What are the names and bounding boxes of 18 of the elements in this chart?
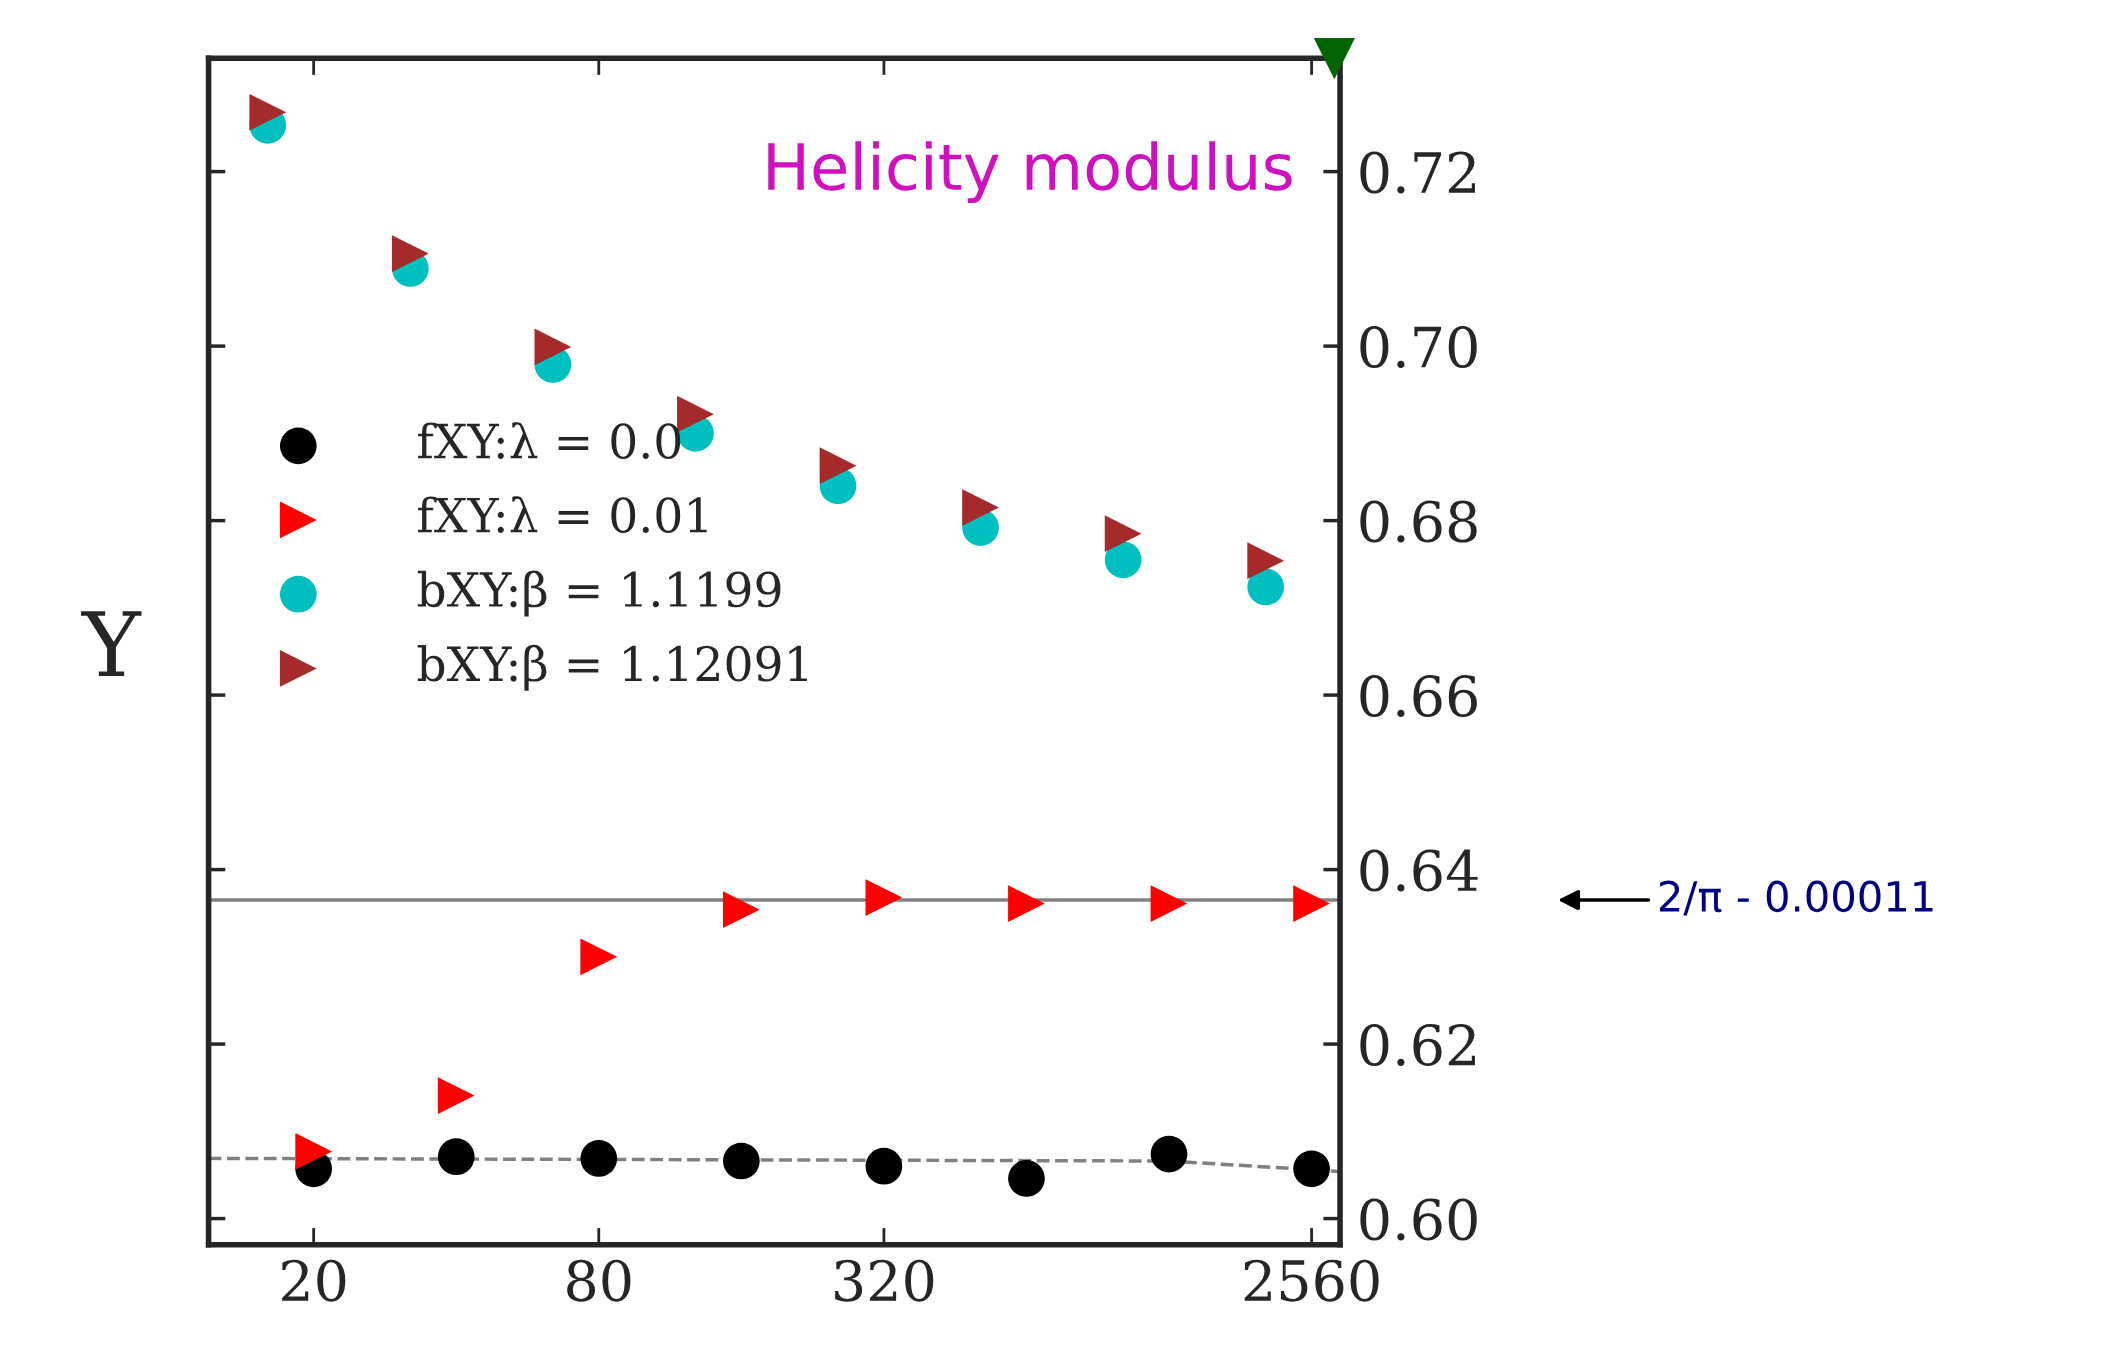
x-tick-label: 20: [282, 1259, 346, 1302]
text: Helicity modulus: [768, 141, 1292, 204]
legend-label: bXY:β = 1.1199: [417, 570, 781, 617]
x-tick-label: 2560: [1244, 1259, 1379, 1302]
y-tick-label: 0.64: [1360, 849, 1478, 892]
text: 2/π - 0.00011: [1659, 880, 1933, 916]
legend-label: fXY:λ = 0.0: [418, 422, 681, 459]
legend-label: fXY:λ = 0.01: [418, 496, 707, 533]
y-tick-label: 0.70: [1360, 325, 1477, 368]
y-axis-title: Υ: [81, 611, 142, 676]
y-tick-label: 0.72: [1360, 151, 1475, 194]
y-tick-label: 0.62: [1360, 1023, 1475, 1066]
legend-label: bXY:β = 1.12091: [417, 644, 807, 691]
y-tick-label: 0.60: [1360, 1198, 1477, 1241]
x-tick-label: 320: [835, 1259, 934, 1302]
y-tick-label: 0.68: [1360, 500, 1477, 543]
y-tick-label: 0.66: [1360, 674, 1477, 717]
x-tick-label: 80: [567, 1259, 631, 1302]
